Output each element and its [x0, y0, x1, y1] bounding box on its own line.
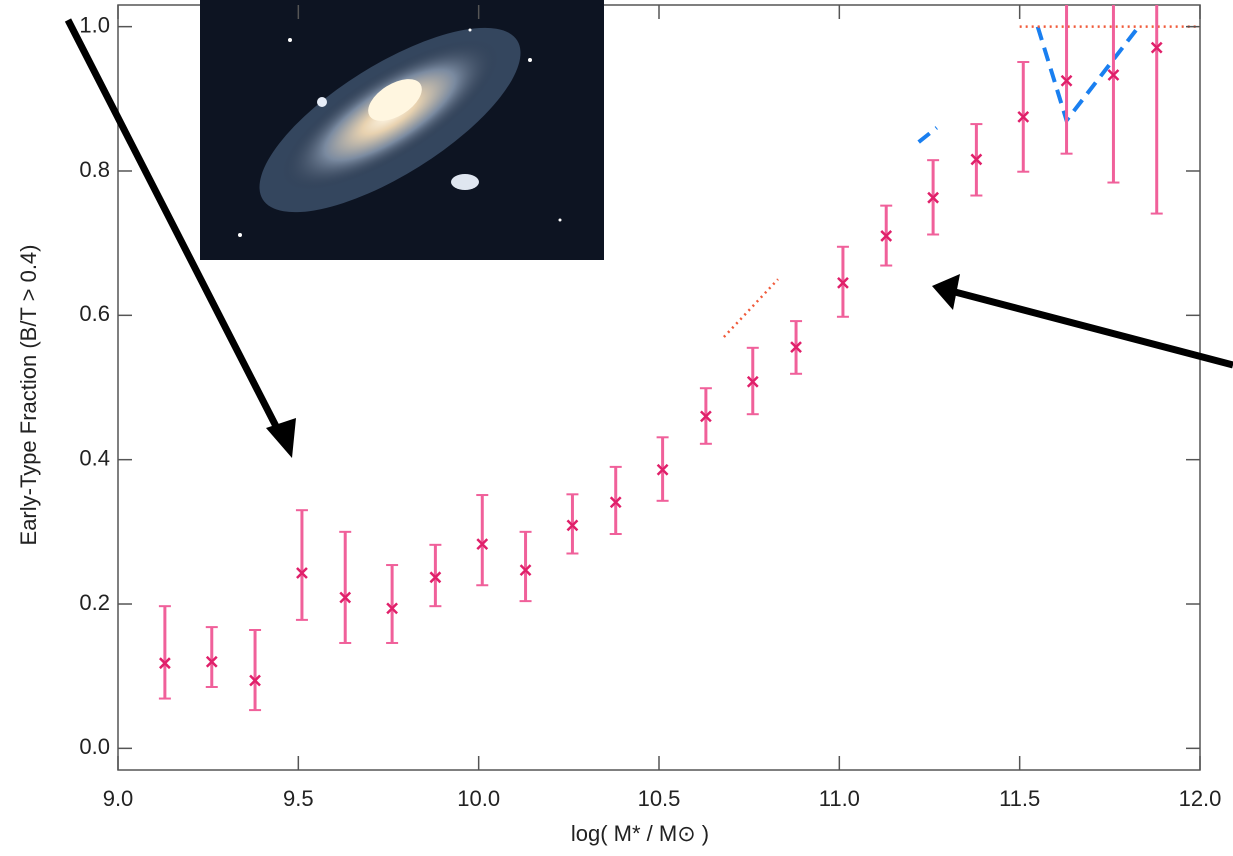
y-tick-label: 0.0: [79, 734, 110, 759]
y-tick-label: 0.6: [79, 301, 110, 326]
arrows: [64, 18, 1233, 458]
data-point: [1060, 5, 1073, 155]
marker: [249, 674, 261, 687]
data-point: [1150, 5, 1163, 215]
data-point: [476, 494, 489, 587]
marker: [1060, 74, 1073, 87]
marker: [1107, 69, 1120, 81]
marker: [746, 375, 759, 388]
data-point: [699, 387, 712, 445]
x-tick-label: 11.5: [999, 786, 1040, 811]
overlay-line: [723, 25, 1200, 338]
marker: [566, 519, 579, 532]
x-tick-label: 9.0: [103, 786, 134, 811]
data-point: [836, 245, 849, 318]
overlay-line: [917, 25, 1141, 144]
marker: [790, 341, 802, 353]
marker: [880, 230, 893, 242]
y-tick-label: 0.2: [79, 590, 110, 615]
data-point: [656, 436, 669, 502]
x-tick-label: 9.5: [283, 786, 314, 811]
data-point: [1107, 5, 1120, 184]
x-tick-label: 10.5: [638, 786, 681, 811]
marker: [1017, 110, 1030, 123]
data-point: [970, 123, 983, 197]
marker: [1150, 41, 1163, 54]
y-tick-label: 0.8: [79, 157, 110, 182]
y-tick-label: 0.4: [79, 445, 110, 470]
data-point: [339, 530, 352, 644]
data-point: [609, 465, 622, 536]
marker: [386, 602, 398, 615]
marker: [339, 591, 352, 604]
x-tick-label: 10.0: [457, 786, 500, 811]
data-point: [429, 543, 442, 608]
data-point: [386, 564, 399, 644]
data-point: [746, 346, 759, 416]
data-point: [566, 493, 579, 555]
y-tick-label: 1.0: [79, 12, 110, 37]
marker: [205, 655, 218, 668]
data-point: [158, 605, 171, 700]
data-point: [205, 626, 218, 689]
plot-area: [158, 5, 1200, 712]
data-point: [295, 509, 308, 621]
x-tick-label: 11.0: [819, 786, 860, 811]
x-tick-label: 12.0: [1179, 786, 1222, 811]
data-point: [1017, 61, 1030, 173]
marker: [476, 538, 489, 550]
marker: [927, 191, 939, 204]
data-point: [790, 320, 803, 375]
marker: [656, 463, 669, 476]
data-point: [880, 204, 893, 267]
marker: [837, 276, 849, 289]
marker: [609, 496, 622, 509]
marker: [970, 153, 983, 166]
galaxy-image: [200, 0, 604, 260]
marker: [159, 657, 171, 670]
marker: [296, 567, 308, 579]
data-point: [927, 159, 940, 236]
data-point: [519, 530, 532, 603]
data-point: [249, 628, 262, 712]
y-axis-title: Early-Type Fraction (B/T > 0.4): [16, 245, 41, 546]
marker: [700, 410, 712, 423]
x-axis-title: log( M* / M⊙ ): [571, 821, 709, 846]
marker: [429, 571, 442, 584]
marker: [519, 564, 532, 576]
